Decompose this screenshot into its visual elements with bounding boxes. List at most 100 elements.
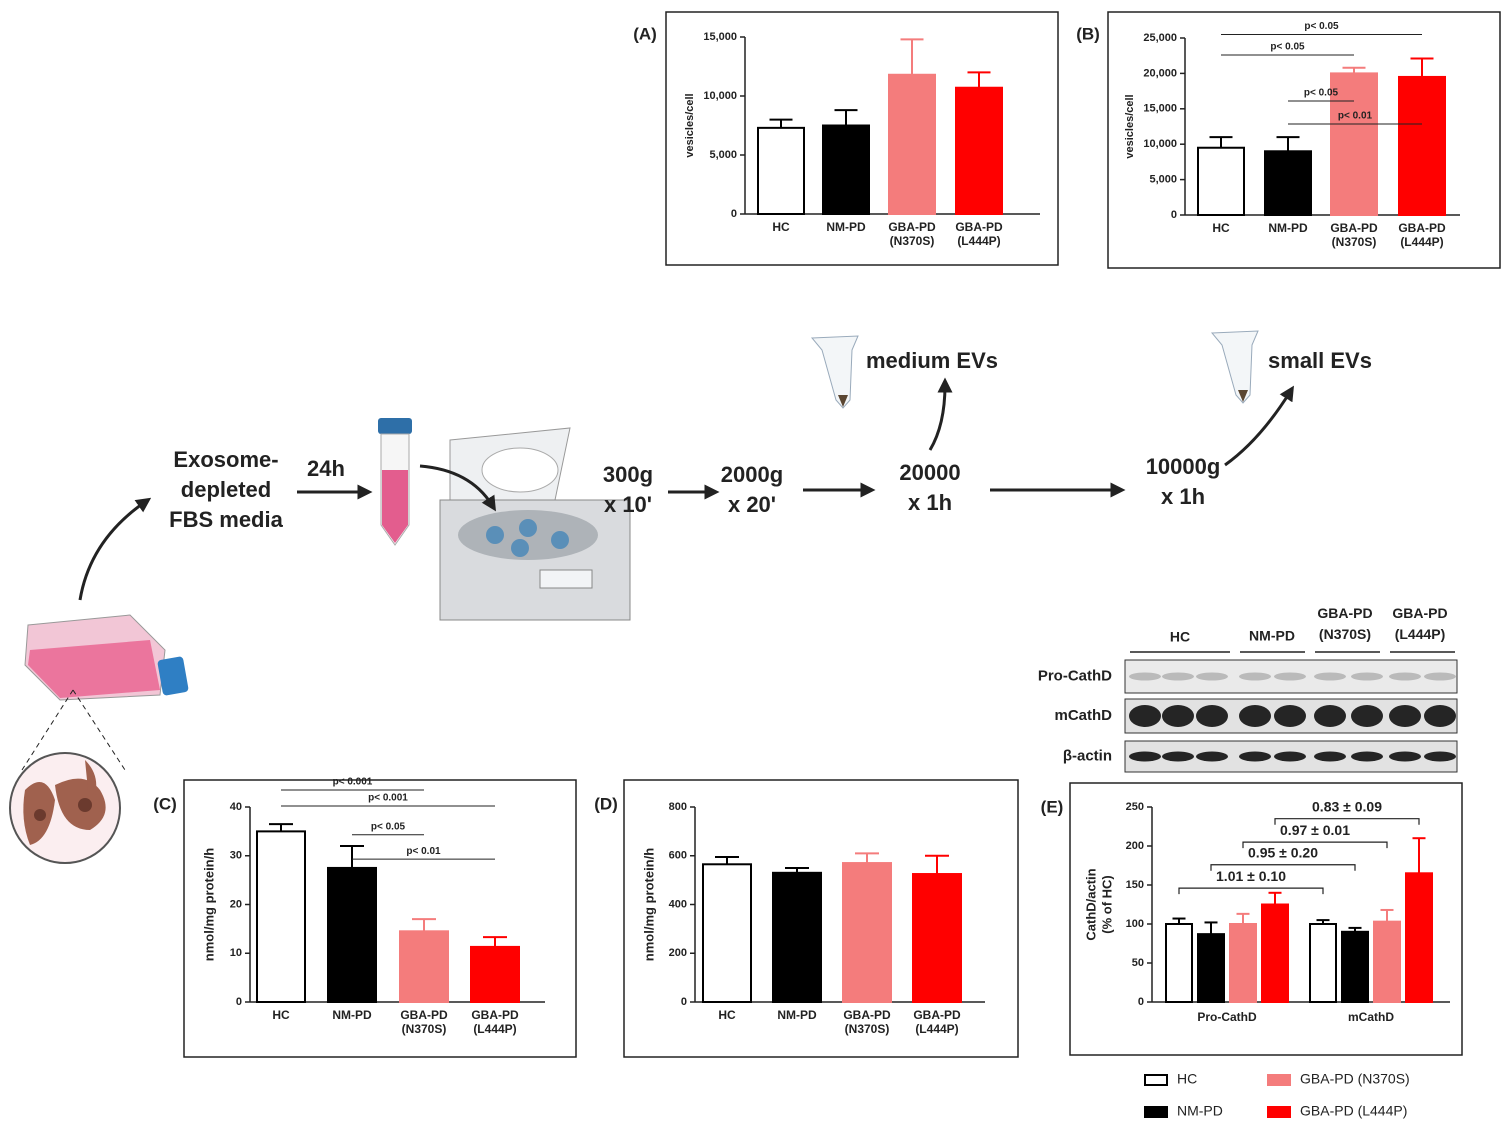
band: [1239, 751, 1271, 762]
panel-label: (D): [594, 794, 618, 813]
band: [1129, 672, 1161, 681]
bar: [1229, 923, 1257, 1003]
y-axis-label: nmol/mg protein/h: [641, 848, 656, 961]
annotation: p< 0.001: [368, 793, 408, 804]
band: [1274, 751, 1306, 762]
y-tick-label: 5,000: [709, 149, 737, 161]
band: [1162, 672, 1194, 681]
bar: [470, 945, 520, 1003]
bar: [757, 126, 805, 215]
workflow-step: x 1h: [1161, 484, 1205, 509]
band: [1196, 672, 1228, 681]
blot-row-label: mCathD: [1054, 707, 1112, 724]
y-tick-label: 0: [1171, 209, 1177, 221]
legend-label: GBA-PD (L444P): [1300, 1103, 1407, 1119]
band: [1129, 705, 1161, 727]
arrow: [78, 497, 152, 601]
bar: [1261, 903, 1289, 1003]
y-tick-label: 40: [230, 801, 242, 813]
blot-row-label: β-actin: [1063, 747, 1112, 764]
legend-swatch: [1267, 1106, 1291, 1118]
annotation: p< 0.05: [1304, 21, 1339, 32]
flask-icon: [24, 614, 189, 701]
blot-group-label: GBA-PD (N370S): [1317, 605, 1372, 642]
panel-label: (A): [633, 24, 657, 43]
band: [1351, 705, 1383, 727]
band: [1196, 705, 1228, 727]
y-tick-label: 50: [1132, 957, 1144, 969]
x-tick-label: NM-PD: [1268, 221, 1308, 235]
band: [1314, 751, 1346, 762]
bar: [1341, 930, 1369, 1003]
bar: [1330, 72, 1378, 217]
workflow-step: 20000: [899, 460, 960, 485]
annotation: p< 0.05: [371, 821, 406, 832]
panel-frame: [1069, 782, 1463, 1056]
x-tick-label: GBA-PD (N370S): [843, 1008, 891, 1036]
small-tube-icon: [810, 335, 859, 409]
arrow: [1224, 385, 1294, 467]
legend-swatch: [1267, 1074, 1291, 1086]
x-tick-label: GBA-PD (L444P): [955, 220, 1003, 248]
band: [1129, 751, 1161, 762]
band: [1314, 672, 1346, 681]
annotation: 0.83 ± 0.09: [1312, 798, 1382, 814]
bar: [1197, 146, 1245, 217]
bar: [327, 866, 377, 1003]
workflow-product: medium EVs: [866, 348, 998, 373]
x-tick-label: Pro-CathD: [1197, 1010, 1257, 1024]
y-tick-label: 200: [1126, 840, 1144, 852]
y-tick-label: 15,000: [703, 31, 737, 43]
blot-row-label: Pro-CathD: [1038, 667, 1112, 684]
band: [1389, 705, 1421, 727]
workflow-step: x 20': [728, 492, 776, 517]
panel-frame: [1107, 11, 1501, 269]
workflow-step: 300g: [603, 462, 653, 487]
band: [1274, 705, 1306, 727]
workflow-step: 10000g: [1146, 454, 1221, 479]
y-tick-label: 0: [236, 996, 242, 1008]
band: [1351, 751, 1383, 762]
bar: [888, 73, 936, 216]
band: [1351, 672, 1383, 681]
y-tick-label: 30: [230, 850, 242, 862]
band: [1239, 705, 1271, 727]
y-tick-label: 100: [1126, 918, 1144, 930]
y-axis-label: nmol/mg protein/h: [201, 848, 216, 961]
annotation: p< 0.01: [406, 846, 441, 857]
legend-swatch: [1144, 1106, 1168, 1118]
y-axis-label: (% of HC): [1099, 875, 1114, 934]
workflow-step: x 1h: [908, 490, 952, 515]
bar: [772, 871, 822, 1003]
y-axis-label: vesicles/cell: [684, 93, 696, 157]
zoom-lines: [21, 689, 126, 771]
workflow-step: 24h: [307, 456, 345, 481]
arrow: [419, 464, 496, 512]
panel-frame: [183, 779, 577, 1058]
band: [1162, 705, 1194, 727]
y-tick-label: 600: [669, 850, 687, 862]
legend-label: NM-PD: [1177, 1103, 1223, 1119]
blot-group-label: GBA-PD (L444P): [1392, 605, 1447, 642]
y-tick-label: 400: [669, 898, 687, 910]
annotation: p< 0.05: [1270, 42, 1305, 53]
bar: [256, 830, 306, 1003]
x-tick-label: NM-PD: [826, 220, 866, 234]
legend-swatch: [1144, 1074, 1168, 1086]
band: [1196, 751, 1228, 762]
band: [1314, 705, 1346, 727]
band: [1424, 672, 1456, 681]
band: [1274, 672, 1306, 681]
y-tick-label: 800: [669, 801, 687, 813]
bar: [702, 863, 752, 1003]
x-tick-label: HC: [718, 1008, 736, 1022]
bar: [1398, 75, 1446, 216]
legend-label: HC: [1177, 1071, 1197, 1087]
panel-label: (E): [1041, 797, 1064, 816]
x-tick-label: NM-PD: [332, 1008, 372, 1022]
panel-label: (B): [1076, 24, 1100, 43]
bar: [1165, 923, 1193, 1003]
x-tick-label: HC: [272, 1008, 290, 1022]
workflow-step: 2000g: [721, 462, 783, 487]
